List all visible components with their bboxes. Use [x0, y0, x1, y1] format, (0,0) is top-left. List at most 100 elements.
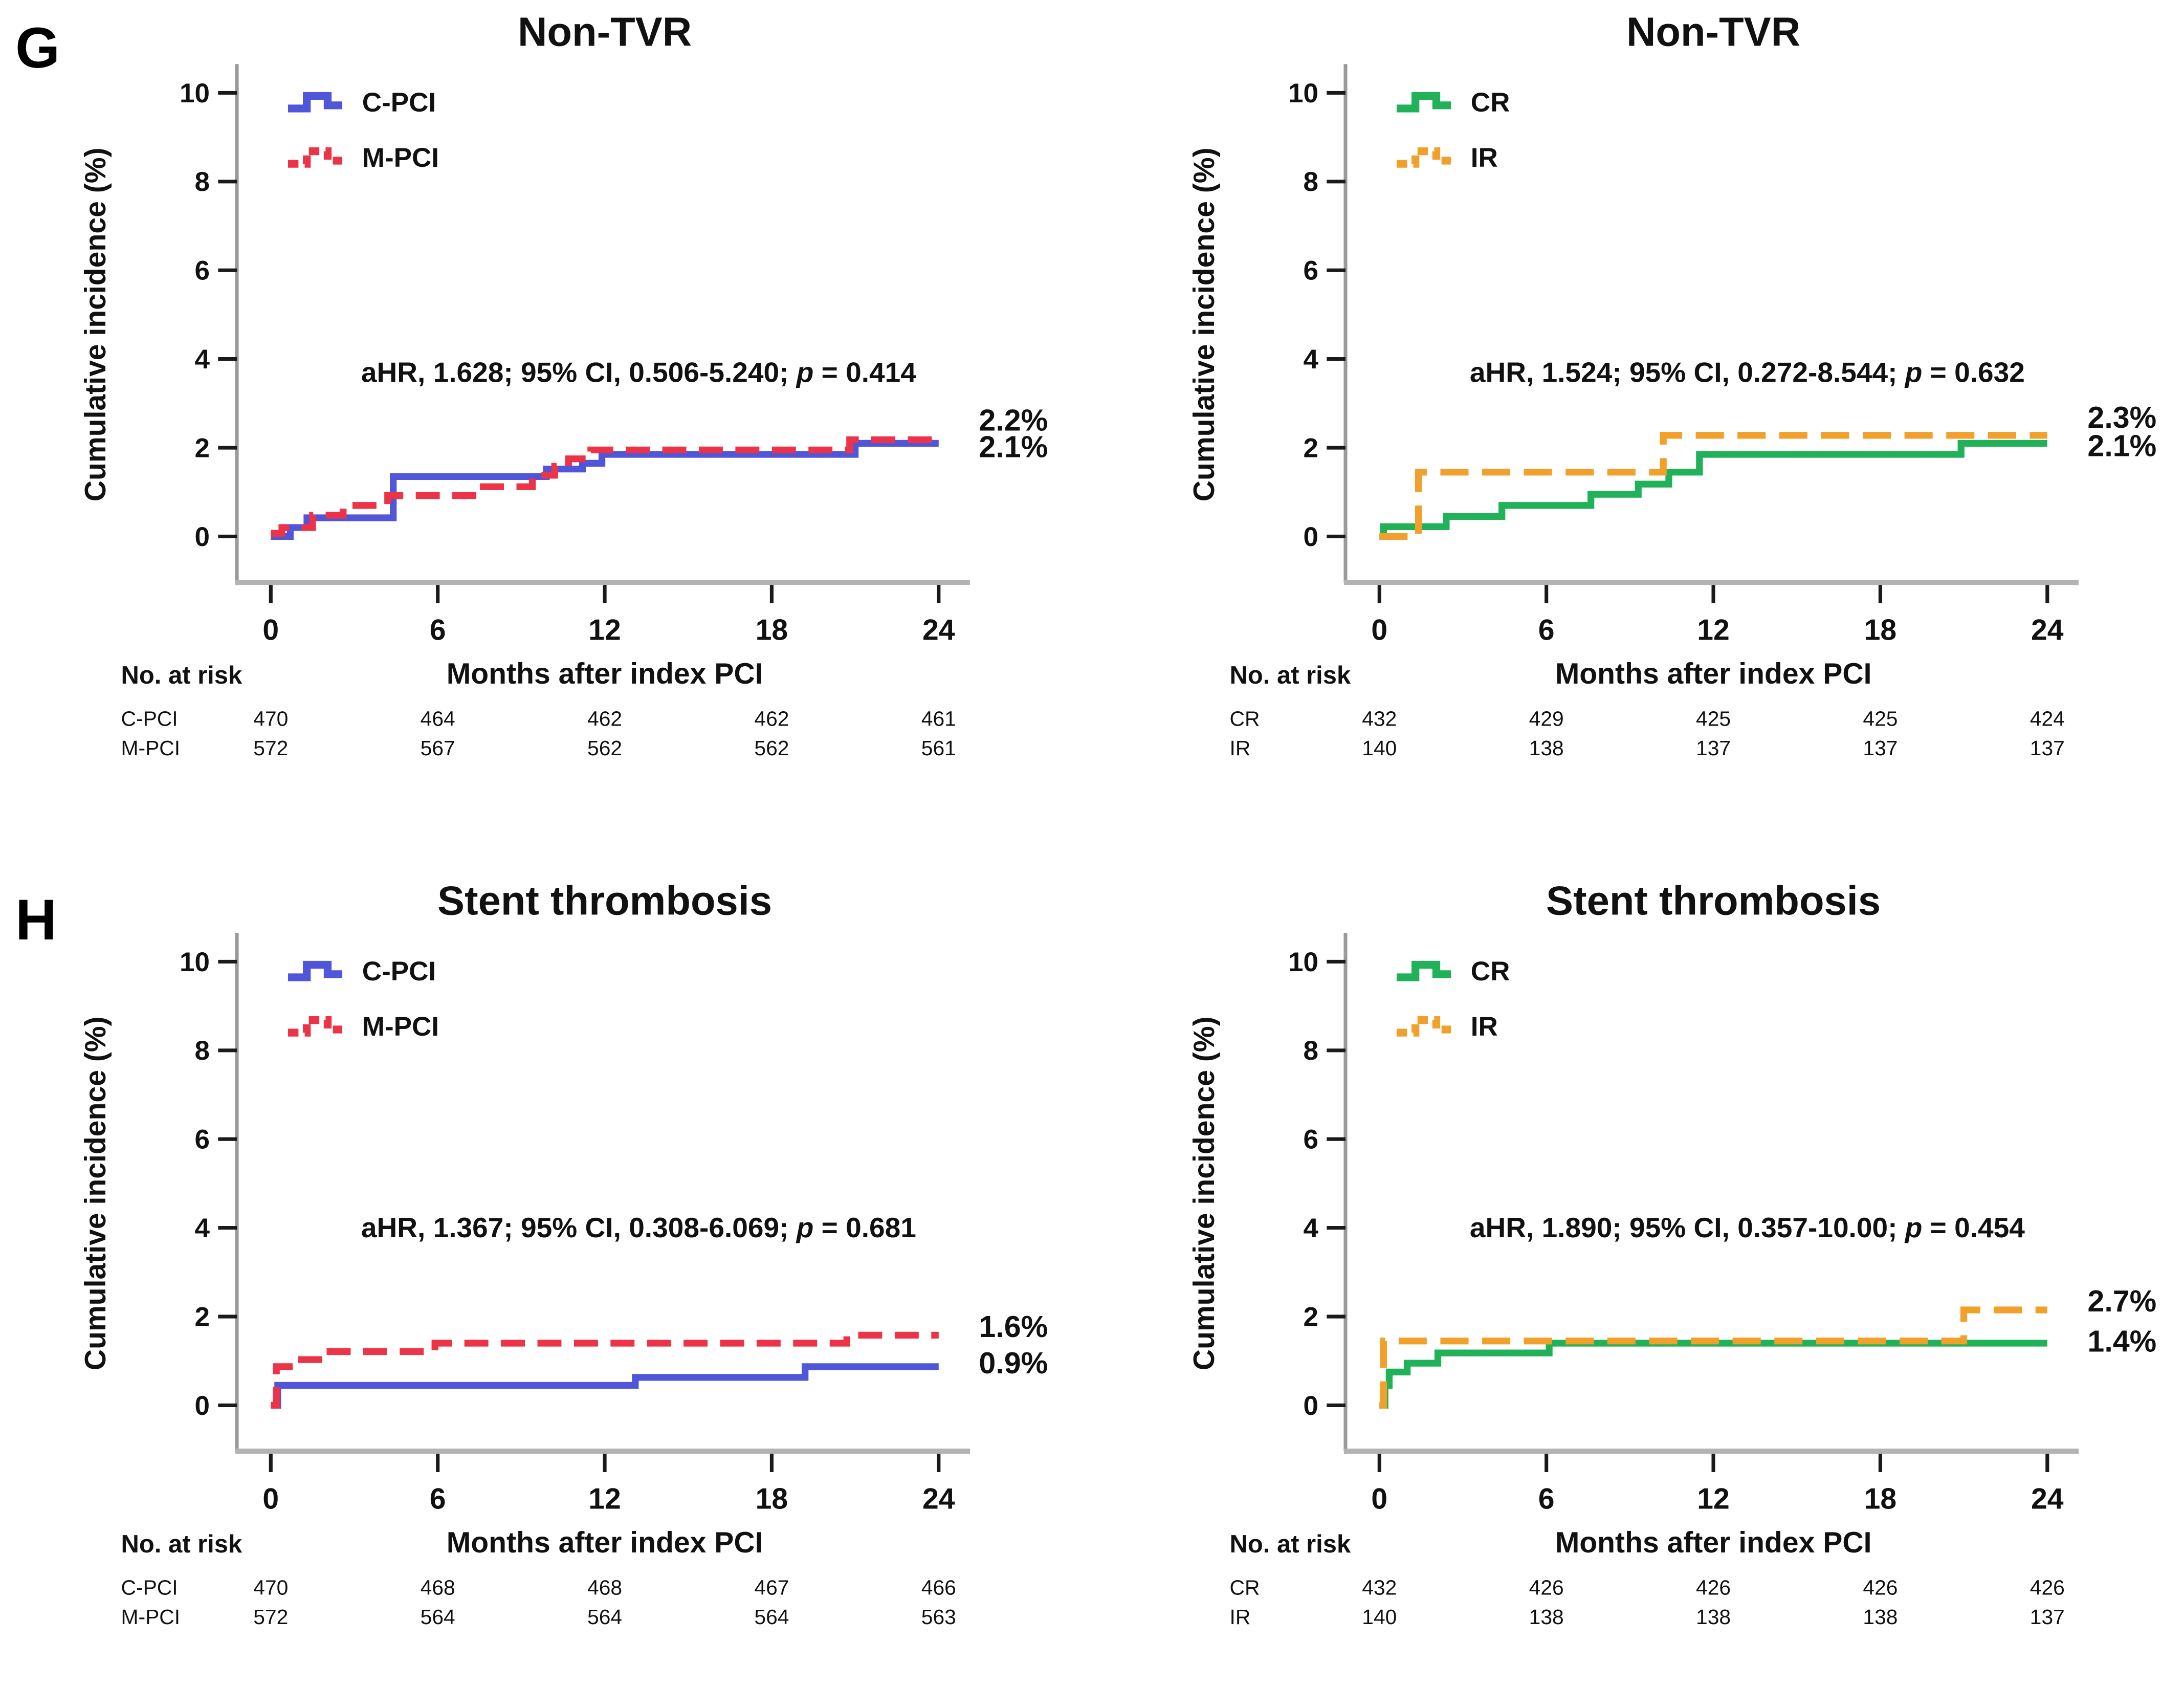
x-tick-label: 12	[1697, 614, 1730, 646]
risk-count: 567	[421, 736, 455, 760]
x-tick-label: 18	[756, 1482, 788, 1515]
x-tick-label: 12	[1697, 1482, 1730, 1515]
risk-count: 138	[1529, 736, 1564, 760]
risk-count: 140	[1362, 736, 1397, 760]
x-tick-label: 6	[430, 1482, 446, 1515]
y-axis-title: Cumulative incidence (%)	[1188, 1016, 1221, 1370]
x-tick-label: 18	[1864, 1482, 1897, 1515]
risk-count: 464	[421, 707, 455, 731]
risk-count: 468	[421, 1576, 455, 1600]
risk-count: 462	[587, 707, 622, 731]
series-ir	[1379, 432, 2047, 540]
risk-count: 432	[1362, 707, 1397, 731]
x-tick-label: 0	[1371, 614, 1387, 646]
endpoint-label-cr: 2.1%	[2087, 428, 2156, 463]
series-m-pci	[271, 436, 939, 537]
y-tick-label: 6	[1303, 256, 1318, 286]
y-tick-label: 10	[1288, 947, 1318, 977]
risk-count: 426	[1696, 1576, 1731, 1600]
legend-key-cr	[1396, 960, 1451, 981]
x-tick-label: 0	[262, 614, 279, 646]
series-ir	[1379, 1306, 2047, 1409]
stats-annotation: aHR, 1.890; 95% CI, 0.357-10.00; p = 0.4…	[1470, 1212, 2025, 1243]
y-tick-label: 4	[194, 1213, 210, 1243]
y-tick-label: 0	[194, 522, 210, 552]
legend-label-m-pci: M-PCI	[362, 1012, 439, 1042]
x-axis-title: Months after index PCI	[447, 1526, 763, 1559]
no-at-risk-label: No. at risk	[1230, 1530, 1351, 1558]
chart-stent-thrombosis-pci: Stent thrombosis 0 2 4 6 8 10 0 6 12 18 24 Cumulativ…	[28, 873, 1072, 1637]
risk-count: 562	[587, 736, 622, 760]
y-tick-label: 6	[194, 256, 210, 286]
chart-title: Non-TVR	[518, 9, 692, 55]
series-cr	[1379, 440, 2047, 540]
no-at-risk-label: No. at risk	[121, 662, 242, 689]
y-axis-title: Cumulative incidence (%)	[1188, 147, 1221, 501]
legend-label-c-pci: C-PCI	[362, 956, 436, 987]
panel-label-h: H	[15, 888, 57, 952]
y-axis-title: Cumulative incidence (%)	[79, 1016, 112, 1370]
risk-count: 137	[1696, 736, 1731, 760]
chart-stent-thrombosis-cr-ir: Stent thrombosis 0 2 4 6 8 10 0 6 12 18 24 Cumulativ…	[1137, 873, 2180, 1637]
risk-count: 562	[754, 736, 789, 760]
risk-count: 425	[1863, 707, 1898, 731]
legend-label-cr: CR	[1471, 956, 1510, 987]
legend-key-cr	[1396, 92, 1451, 113]
endpoint-label-ir: 2.3%	[2087, 400, 2156, 434]
risk-count: 564	[421, 1605, 455, 1629]
x-tick-label: 0	[1371, 1482, 1387, 1515]
y-tick-label: 8	[194, 167, 210, 197]
legend-label-ir: IR	[1471, 143, 1498, 173]
no-at-risk-label: No. at risk	[1230, 662, 1351, 689]
risk-count: 561	[921, 736, 956, 760]
endpoint-label-c-pci: 2.1%	[979, 429, 1048, 464]
series-m-pci	[271, 1331, 939, 1409]
risk-count: 138	[1529, 1605, 1564, 1629]
series-cr	[1379, 1340, 2047, 1409]
y-tick-label: 6	[194, 1125, 210, 1155]
x-tick-label: 18	[756, 614, 788, 646]
chart-title: Non-TVR	[1626, 9, 1800, 55]
risk-count: 468	[587, 1576, 622, 1600]
y-tick-label: 2	[1303, 1302, 1318, 1332]
risk-count: 572	[253, 736, 288, 760]
stats-annotation: aHR, 1.524; 95% CI, 0.272-8.544; p = 0.6…	[1470, 356, 2025, 388]
chart-non-tvr-pci: Non-TVR 0 2 4 6 8 10 0 6 12 18 24 Cumulative inciden…	[28, 4, 1072, 769]
y-tick-label: 8	[194, 1036, 210, 1066]
risk-count: 470	[253, 707, 288, 731]
risk-count: 564	[754, 1605, 789, 1629]
legend-key-c-pci	[288, 960, 343, 981]
legend-label-cr: CR	[1471, 87, 1510, 118]
x-tick-label: 6	[1538, 1482, 1555, 1515]
risk-count: 426	[1863, 1576, 1898, 1600]
panel-label-g: G	[15, 16, 60, 80]
legend-label-m-pci: M-PCI	[362, 143, 439, 173]
endpoint-label-cr: 1.4%	[2087, 1324, 2156, 1358]
x-tick-label: 6	[430, 614, 446, 646]
series-c-pci	[271, 440, 939, 540]
x-tick-label: 24	[922, 1482, 955, 1515]
legend-key-ir	[1396, 147, 1451, 168]
y-axis-title: Cumulative incidence (%)	[79, 147, 112, 501]
y-tick-label: 8	[1303, 1036, 1318, 1066]
risk-row-name: CR	[1230, 1576, 1260, 1600]
x-tick-label: 12	[588, 614, 621, 646]
endpoint-label-m-pci: 1.6%	[979, 1309, 1048, 1344]
y-tick-label: 2	[1303, 433, 1318, 463]
chart-title: Stent thrombosis	[437, 878, 772, 924]
risk-row-name: IR	[1230, 1605, 1251, 1629]
risk-count: 137	[2030, 1605, 2065, 1629]
legend-key-m-pci	[288, 147, 343, 168]
x-tick-label: 24	[922, 614, 955, 646]
legend-label-ir: IR	[1471, 1012, 1498, 1042]
risk-row-name: C-PCI	[121, 1576, 178, 1600]
y-tick-label: 10	[1288, 78, 1318, 108]
endpoint-label-c-pci: 0.9%	[979, 1346, 1048, 1380]
risk-count: 462	[754, 707, 789, 731]
y-tick-label: 4	[1303, 1213, 1318, 1243]
x-tick-label: 12	[588, 1482, 621, 1515]
y-tick-label: 0	[194, 1391, 210, 1421]
